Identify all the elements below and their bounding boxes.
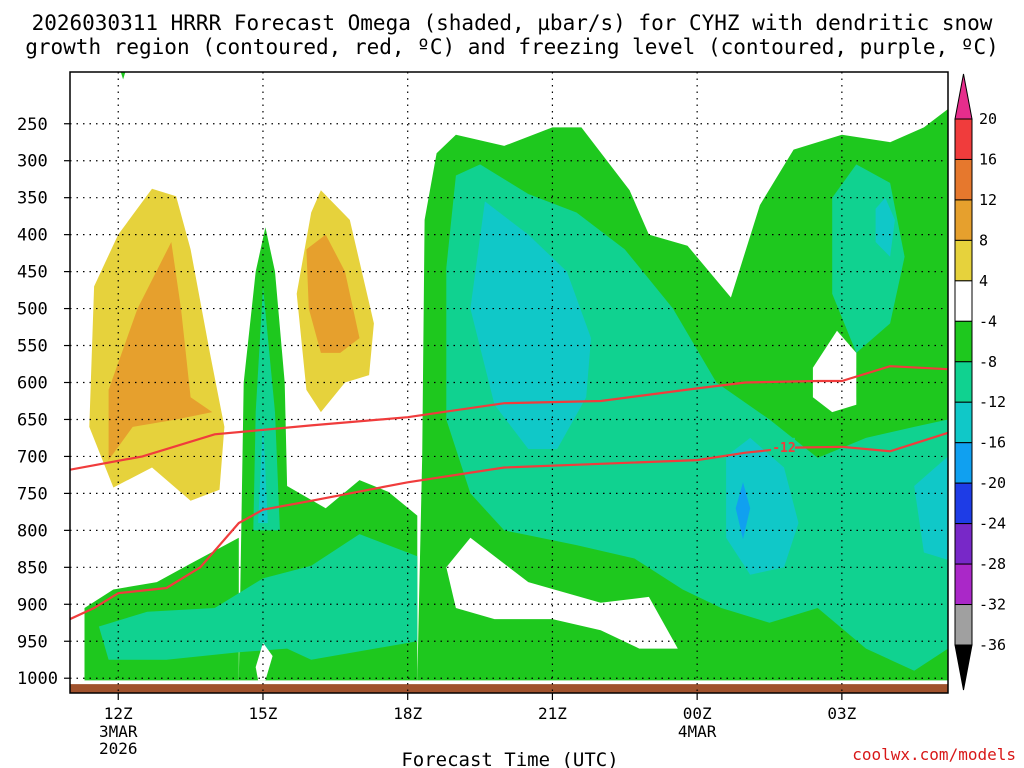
contour-dgz-lower [70, 431, 948, 621]
colorbar-segment-1 [954, 118, 973, 160]
colorbar-label--36: -36 [979, 636, 1006, 654]
colorbar-label--12: -12 [979, 393, 1006, 411]
contour-dgz-upper [70, 365, 948, 471]
chart-title-line-1: 2026030311 HRRR Forecast Omega (shaded, … [32, 11, 993, 35]
omega-region-green-blob-top [120, 72, 126, 80]
colorbar-segment-4 [954, 239, 973, 282]
y-tick-label-400: 400 [17, 226, 48, 246]
colorbar-segment-7 [954, 361, 973, 403]
omega-region-cyan-2 [875, 197, 895, 257]
colorbar-label-16: 16 [979, 150, 997, 168]
y-tick-label-450: 450 [17, 263, 48, 283]
colorbar-segment-10 [954, 482, 973, 525]
colorbar-label-20: 20 [979, 110, 997, 128]
colorbar-label-8: 8 [979, 231, 988, 249]
omega-region-cyan-3 [726, 437, 799, 575]
colorbar-label--8: -8 [979, 353, 997, 371]
omega-region-white-hole-2 [812, 330, 857, 413]
credit-text: coolwx.com/models [852, 745, 1016, 764]
y-tick-label-1000: 1000 [17, 669, 58, 689]
ground-surface [70, 684, 948, 693]
x-tick-label-18Z: 18Z [393, 704, 422, 723]
axes: 250 300 350 400 450 500 550 600 650 700 750 800 850 9… [17, 71, 949, 758]
contour-label-bg [770, 437, 795, 454]
y-tick-label-900: 900 [17, 595, 48, 615]
colorbar-segment-6 [954, 320, 973, 363]
x-tick-sublabel-3MAR: 3MAR [99, 722, 138, 741]
y-tick-label-800: 800 [17, 521, 48, 541]
y-tick-label-950: 950 [17, 632, 48, 652]
chart-title-line-2: growth region (contoured, red, ºC) and f… [25, 35, 999, 59]
x-axis-title: Forecast Time (UTC) [401, 749, 618, 768]
x-tick-sublabel-2026: 2026 [99, 739, 138, 758]
colorbar-label--28: -28 [979, 555, 1006, 573]
colorbar-label--4: -4 [979, 312, 997, 330]
shaded-fields: -12 [70, 72, 948, 693]
x-tick-label-12Z: 12Z [104, 704, 133, 723]
colorbar-segment-13 [954, 604, 973, 646]
x-tick-label-15Z: 15Z [249, 704, 278, 723]
colorbar-segment-11 [954, 523, 973, 565]
omega-region-orange-mid [306, 234, 360, 353]
colorbar-segment-9 [954, 442, 973, 484]
colorbar-label--32: -32 [979, 596, 1006, 614]
omega-region-cyan-spike [258, 419, 268, 523]
y-tick-label-250: 250 [17, 115, 48, 135]
omega-region-white-hole-1 [446, 537, 678, 649]
omega-region-cyan-1 [470, 201, 591, 449]
x-tick-label-21Z: 21Z [538, 704, 567, 723]
y-tick-label-750: 750 [17, 484, 48, 504]
colorbar-label-4: 4 [979, 272, 988, 290]
y-tick-label-650: 650 [17, 410, 48, 430]
omega-region-medgreen-lower [98, 534, 418, 660]
x-tick-label-03Z: 03Z [827, 704, 856, 723]
y-tick-label-500: 500 [17, 300, 48, 320]
colorbar-label-12: 12 [979, 191, 997, 209]
contour-label: -12 [772, 441, 795, 456]
y-tick-label-300: 300 [17, 152, 48, 172]
y-tick-label-550: 550 [17, 337, 48, 357]
omega-region-orange-left [108, 242, 213, 461]
y-tick-label-700: 700 [17, 447, 48, 467]
colorbar: 20 16 12 8 4 -4 -8 -12 -16 -20 -24 -28 -32 -36 [954, 73, 1006, 691]
omega-region-white-hole-3 [255, 642, 273, 681]
colorbar-label--24: -24 [979, 515, 1006, 533]
plot-area: -12 [70, 72, 948, 693]
colorbar-bottom-triangle [954, 644, 973, 691]
colorbar-segment-8 [954, 401, 973, 444]
omega-region-lightblue-1 [735, 482, 751, 540]
y-tick-label-350: 350 [17, 189, 48, 209]
x-tick-sublabel-4MAR: 4MAR [678, 722, 717, 741]
omega-region-cyan-4 [914, 456, 948, 560]
x-tick-label-00Z: 00Z [683, 704, 712, 723]
colorbar-segment-5 [954, 280, 973, 322]
colorbar-top-triangle [954, 73, 973, 120]
colorbar-segment-12 [954, 563, 973, 606]
y-tick-label-600: 600 [17, 374, 48, 394]
y-tick-label-850: 850 [17, 558, 48, 578]
colorbar-segment-3 [954, 199, 973, 241]
colorbar-label--16: -16 [979, 434, 1006, 452]
colorbar-label--20: -20 [979, 474, 1006, 492]
omega-region-medgreen-spike [253, 286, 280, 531]
colorbar-segment-2 [954, 158, 973, 201]
